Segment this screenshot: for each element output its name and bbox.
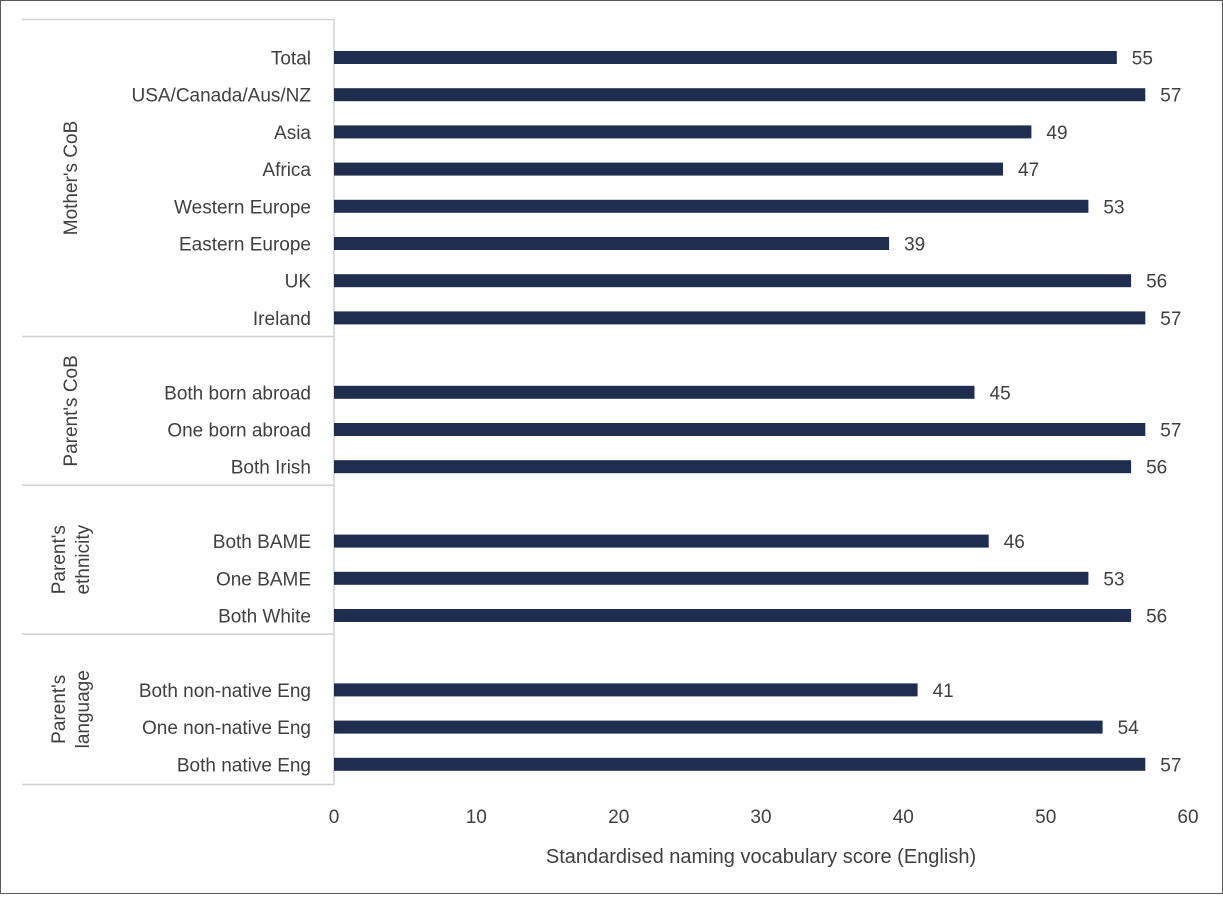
bar bbox=[334, 460, 1132, 474]
category-label: One born abroad bbox=[167, 421, 311, 442]
x-tick-label: 60 bbox=[1177, 807, 1198, 828]
value-label: 47 bbox=[1018, 160, 1039, 181]
category-label: Ireland bbox=[253, 309, 311, 330]
category-label: Both born abroad bbox=[164, 383, 311, 404]
group-label-line: language bbox=[73, 670, 94, 748]
x-tick-label: 10 bbox=[466, 807, 487, 828]
group-label-line: Parent's bbox=[49, 675, 70, 744]
group-label-line: Parent's CoB bbox=[61, 355, 82, 466]
value-label: 46 bbox=[1004, 532, 1025, 553]
bar bbox=[334, 311, 1146, 325]
value-label: 56 bbox=[1146, 272, 1167, 293]
group-label-line: ethnicity bbox=[73, 524, 94, 594]
bar bbox=[334, 423, 1146, 436]
value-label: 57 bbox=[1160, 309, 1181, 330]
bar bbox=[334, 274, 1132, 288]
x-tick-label: 30 bbox=[750, 807, 771, 828]
bar bbox=[334, 162, 1003, 176]
value-labels: 55 57 49 47 53 39 56 57 45 57 56 46 53 56 41 54 57 bbox=[904, 49, 1181, 777]
bar bbox=[334, 51, 1117, 64]
value-label: 53 bbox=[1103, 569, 1124, 590]
category-label: Both native Eng bbox=[177, 755, 311, 776]
category-label: Asia bbox=[274, 123, 311, 144]
category-labels: Total USA/Canada/Aus/NZ Asia Africa Western … bbox=[131, 49, 311, 777]
value-label: 55 bbox=[1132, 49, 1153, 70]
value-label: 56 bbox=[1146, 458, 1167, 479]
group-label: Parent's ethnicity bbox=[49, 524, 94, 594]
value-label: 53 bbox=[1103, 197, 1124, 218]
bar bbox=[334, 199, 1089, 213]
category-label: One non-native Eng bbox=[142, 718, 311, 739]
category-label: USA/Canada/Aus/NZ bbox=[131, 86, 311, 107]
group-label: Parent's CoB bbox=[61, 355, 82, 466]
category-label: Africa bbox=[262, 160, 311, 181]
bar bbox=[334, 720, 1103, 734]
value-label: 49 bbox=[1046, 123, 1067, 144]
group-label-line: Parent's bbox=[49, 525, 70, 594]
group-label: Mother's CoB bbox=[61, 121, 82, 236]
category-label: Both White bbox=[218, 607, 311, 628]
category-label: Both non-native Eng bbox=[139, 681, 311, 702]
x-tick-label: 0 bbox=[329, 807, 340, 828]
category-label: One BAME bbox=[216, 569, 311, 590]
bar bbox=[334, 683, 918, 697]
bar bbox=[334, 385, 975, 399]
x-axis-title: Standardised naming vocabulary score (En… bbox=[546, 846, 976, 868]
bar bbox=[334, 125, 1032, 139]
bar bbox=[334, 237, 890, 250]
bar bbox=[334, 534, 989, 548]
value-label: 56 bbox=[1146, 607, 1167, 628]
x-tick-label: 20 bbox=[608, 807, 629, 828]
category-label: Eastern Europe bbox=[179, 235, 311, 256]
value-label: 54 bbox=[1118, 718, 1140, 739]
bar bbox=[334, 609, 1132, 622]
bar bbox=[334, 571, 1089, 585]
category-label: UK bbox=[285, 272, 312, 293]
category-label: Both BAME bbox=[213, 532, 311, 553]
bars bbox=[334, 51, 1146, 771]
group-label-line: Mother's CoB bbox=[61, 121, 82, 236]
value-label: 57 bbox=[1160, 755, 1181, 776]
x-axis: Standardised naming vocabulary score (En… bbox=[329, 807, 1199, 868]
bar bbox=[334, 88, 1146, 102]
group-label: Parent's language bbox=[49, 670, 94, 748]
x-tick-label: 40 bbox=[893, 807, 914, 828]
category-label: Both Irish bbox=[231, 458, 311, 479]
value-label: 39 bbox=[904, 235, 925, 256]
value-label: 57 bbox=[1160, 86, 1181, 107]
value-label: 57 bbox=[1160, 421, 1181, 442]
x-tick-label: 50 bbox=[1035, 807, 1056, 828]
value-label: 41 bbox=[933, 681, 954, 702]
category-label: Total bbox=[271, 49, 311, 70]
value-label: 45 bbox=[990, 383, 1011, 404]
category-label: Western Europe bbox=[174, 197, 311, 218]
bar bbox=[334, 757, 1146, 771]
